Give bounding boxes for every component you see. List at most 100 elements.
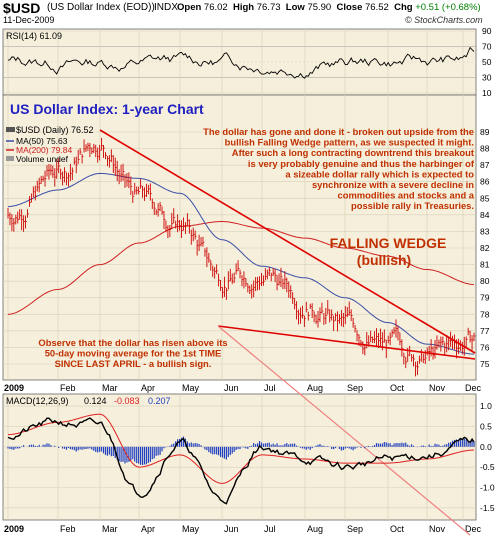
month-tick-labels: 2009 Feb Mar Apr May Jun Jul Aug Sep Oct Nov Dec bbox=[4, 383, 482, 393]
price-tick-label: 79 bbox=[480, 293, 490, 303]
macd-line bbox=[7, 417, 475, 505]
month-label-bottom: May bbox=[182, 524, 200, 534]
close-value: 76.52 bbox=[365, 2, 389, 13]
chart-title: US Dollar Index: 1-year Chart bbox=[10, 101, 204, 117]
macd-signal-value: -0.083 bbox=[114, 396, 140, 406]
macd-tick-labels: 1.0 0.5 0.0 -0.5 -1.0 -1.5 bbox=[480, 401, 495, 513]
main-annotation-line: synchronize with a severe decline in bbox=[312, 179, 474, 190]
price-grid bbox=[3, 29, 476, 520]
macd-label: MACD(12,26,9) bbox=[6, 396, 69, 406]
macd-panel bbox=[2, 393, 477, 521]
ohlc-summary: Open 76.02 High 76.73 Low 75.90 Close 76… bbox=[177, 2, 481, 13]
macd-tick-label: -0.5 bbox=[480, 462, 495, 472]
month-label-bottom: Aug bbox=[307, 524, 323, 534]
macd-hist-value: 0.207 bbox=[148, 396, 171, 406]
main-annotation-line: The dollar has gone and done it - broken… bbox=[203, 126, 474, 137]
observe-annotation-line: SINCE LAST APRIL - a bullish sign. bbox=[55, 358, 212, 369]
macd-legend: MACD(12,26,9) 0.124 -0.083 0.207 bbox=[6, 396, 171, 406]
stockcharts-logo[interactable]: © StockCharts.com bbox=[405, 15, 483, 25]
rsi-grid bbox=[3, 30, 476, 94]
macd-tick-label: 1.0 bbox=[480, 401, 492, 411]
month-label: Nov bbox=[429, 383, 446, 393]
month-label: 2009 bbox=[4, 383, 24, 393]
wedge-lower-line bbox=[217, 325, 476, 360]
low-label: Low bbox=[285, 2, 305, 13]
observe-annotation-line: Observe that the dollar has risen above … bbox=[38, 337, 227, 348]
macd-tick-label: -1.0 bbox=[480, 483, 495, 493]
month-label: Jul bbox=[264, 383, 276, 393]
observe-annotation: Observe that the dollar has risen above … bbox=[38, 337, 227, 369]
ma200-line bbox=[7, 221, 475, 315]
main-annotation-line: commodities and stocks and a bbox=[338, 190, 475, 201]
observe-annotation-line: 50-day moving average for the 1st TIME bbox=[45, 348, 222, 359]
close-label: Close bbox=[336, 2, 363, 13]
main-annotation-line: is very probably genuine and thus the ha… bbox=[248, 158, 475, 169]
wedge-upper-line bbox=[99, 129, 476, 354]
instrument-name: (US Dollar Index (EOD)) bbox=[47, 2, 155, 13]
price-tick-label: 85 bbox=[480, 193, 490, 203]
price-bars bbox=[7, 137, 476, 377]
main-annotation-line: After such a long contracting downtrend … bbox=[232, 147, 474, 158]
main-annotation: The dollar has gone and done it - broken… bbox=[203, 126, 475, 211]
change-label: Chg bbox=[394, 2, 413, 13]
low-value: 75.90 bbox=[307, 2, 332, 13]
month-label-bottom: Dec bbox=[465, 524, 482, 534]
main-annotation-line: a sizeable dollar rally which is expecte… bbox=[285, 168, 474, 179]
month-label-bottom: Apr bbox=[141, 524, 155, 534]
price-tick-label: 78 bbox=[480, 309, 490, 319]
month-label-bottom: Nov bbox=[429, 524, 446, 534]
price-tick-label: 84 bbox=[480, 210, 490, 220]
macd-histogram bbox=[7, 436, 475, 466]
month-tick-labels-bottom: 2009 Feb Mar Apr May Jun Jul Aug Sep Oct Nov Dec bbox=[4, 524, 482, 534]
high-value: 76.73 bbox=[256, 2, 281, 13]
exchange-label: INDX bbox=[154, 2, 178, 13]
rsi-tick-label: 50 bbox=[482, 57, 492, 67]
macd-tick-label: -1.5 bbox=[480, 503, 495, 513]
price-tick-label: 81 bbox=[480, 260, 490, 270]
month-label: Aug bbox=[307, 383, 323, 393]
price-tick-label: 77 bbox=[480, 326, 490, 336]
month-label-bottom: Mar bbox=[102, 524, 118, 534]
price-tick-label: 86 bbox=[480, 177, 490, 187]
month-label: Mar bbox=[102, 383, 118, 393]
legend-volume-swatch bbox=[6, 156, 14, 161]
rsi-line bbox=[7, 46, 475, 79]
wedge-extension-line bbox=[217, 325, 471, 536]
price-tick-label: 80 bbox=[480, 276, 490, 286]
macd-value: 0.124 bbox=[84, 396, 107, 406]
rsi-tick-label: 90 bbox=[482, 26, 492, 36]
price-tick-label: 87 bbox=[480, 160, 490, 170]
price-tick-label: 89 bbox=[480, 127, 490, 137]
month-label-bottom: Sep bbox=[347, 524, 363, 534]
macd-tick-label: 0.5 bbox=[480, 421, 492, 431]
rsi-label: RSI(14) 61.09 bbox=[6, 31, 62, 41]
ticker-symbol: $USD bbox=[3, 0, 41, 16]
price-tick-label: 76 bbox=[480, 342, 490, 352]
wedge-subtitle: (bullish) bbox=[357, 252, 411, 268]
rsi-tick-labels: 90 70 50 30 10 bbox=[482, 26, 492, 98]
legend-ma200: MA(200) 79.84 bbox=[16, 145, 72, 155]
price-panel bbox=[2, 94, 477, 381]
price-tick-label: 82 bbox=[480, 243, 490, 253]
month-label: Oct bbox=[390, 383, 405, 393]
main-annotation-line: possible rally in Treasuries. bbox=[351, 200, 474, 211]
legend-price-swatch bbox=[6, 127, 15, 132]
month-label: Dec bbox=[465, 383, 482, 393]
change-value: +0.51 (+0.68%) bbox=[415, 2, 481, 13]
open-value: 76.02 bbox=[203, 2, 228, 13]
month-label-bottom: Oct bbox=[390, 524, 405, 534]
price-tick-labels: 89 88 87 86 85 84 83 82 81 80 79 78 77 76 75 bbox=[480, 127, 490, 369]
legend-ma50: MA(50) 75.63 bbox=[16, 136, 68, 146]
month-label: Sep bbox=[347, 383, 363, 393]
high-label: High bbox=[232, 2, 255, 13]
rsi-tick-label: 30 bbox=[482, 73, 492, 83]
rsi-tick-label: 70 bbox=[482, 42, 492, 52]
month-label: May bbox=[182, 383, 200, 393]
rsi-tick-label: 10 bbox=[482, 88, 492, 98]
month-label: Jun bbox=[224, 383, 239, 393]
macd-tick-label: 0.0 bbox=[480, 442, 492, 452]
price-tick-label: 88 bbox=[480, 144, 490, 154]
price-tick-label: 83 bbox=[480, 226, 490, 236]
chart-date: 11-Dec-2009 bbox=[3, 15, 55, 25]
